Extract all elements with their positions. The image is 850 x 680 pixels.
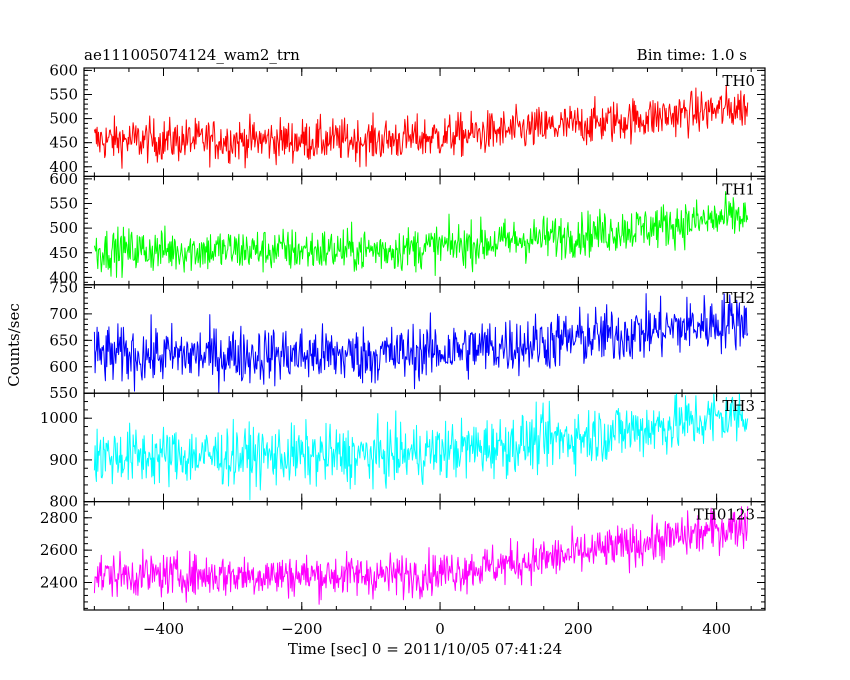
x-tick-label: 400 [702, 620, 731, 638]
panel-frame [83, 392, 766, 503]
panel-label-th2: TH2 [722, 289, 755, 307]
bin-time-label: Bin time: 1.0 s [637, 46, 747, 64]
panel-label-th0123: TH0123 [694, 506, 755, 524]
y-tick-label: 550 [49, 384, 78, 402]
y-tick-label: 550 [49, 85, 78, 103]
y-axis-label: Counts/sec [5, 303, 23, 387]
y-tick-label: 1000 [40, 409, 78, 427]
x-tick-label: −400 [143, 620, 184, 638]
y-tick-label: 2600 [40, 541, 78, 559]
y-tick-label: 800 [49, 493, 78, 511]
y-tick-label: 450 [49, 134, 78, 152]
panel-th0123: 2400 2600 2800 TH0123 [40, 501, 766, 611]
y-tick-label: 450 [49, 244, 78, 262]
y-tick-label: 2400 [40, 573, 78, 591]
y-tick-label: 600 [49, 61, 78, 79]
y-tick-label: 700 [49, 305, 78, 323]
panel-label-th3: TH3 [722, 397, 755, 415]
x-tick-label: 200 [564, 620, 593, 638]
y-tick-label: 400 [49, 158, 78, 176]
series-th0123 [93, 506, 749, 605]
y-tick-label: 400 [49, 268, 78, 286]
panel-frame [83, 501, 766, 611]
series-th2 [93, 293, 749, 394]
y-tick-label: 650 [49, 331, 78, 349]
y-tick-label: 500 [49, 219, 78, 237]
panel-th1: 400 450 500 550 600 TH1 [49, 170, 766, 286]
panel-th0: 400 450 500 550 600 TH0 [49, 61, 766, 178]
y-tick-label: 900 [49, 451, 78, 469]
panel-th3: 800 900 1000 TH3 [40, 392, 766, 511]
series-th0 [93, 84, 749, 169]
chart-title: ae111005074124_wam2_trn [84, 46, 300, 64]
panels-group: 400 450 500 550 600 TH0 400 450 500 550 600 TH1 550 6… [40, 61, 766, 638]
y-tick-label: 600 [49, 358, 78, 376]
x-tick-label: 0 [435, 620, 445, 638]
y-tick-label: 550 [49, 195, 78, 213]
x-axis-label: Time [sec] 0 = 2011/10/05 07:41:24 [288, 640, 562, 658]
x-tick-label: −200 [281, 620, 322, 638]
y-tick-label: 500 [49, 110, 78, 128]
panel-th2: 550 600 650 700 750 TH2 [49, 278, 766, 402]
y-tick-label: 600 [49, 170, 78, 188]
panel-label-th1: TH1 [722, 180, 755, 198]
y-tick-label: 750 [49, 278, 78, 296]
series-th1 [93, 191, 749, 278]
y-tick-label: 2800 [40, 509, 78, 527]
series-th3 [93, 393, 749, 501]
panel-label-th0: TH0 [722, 72, 755, 90]
